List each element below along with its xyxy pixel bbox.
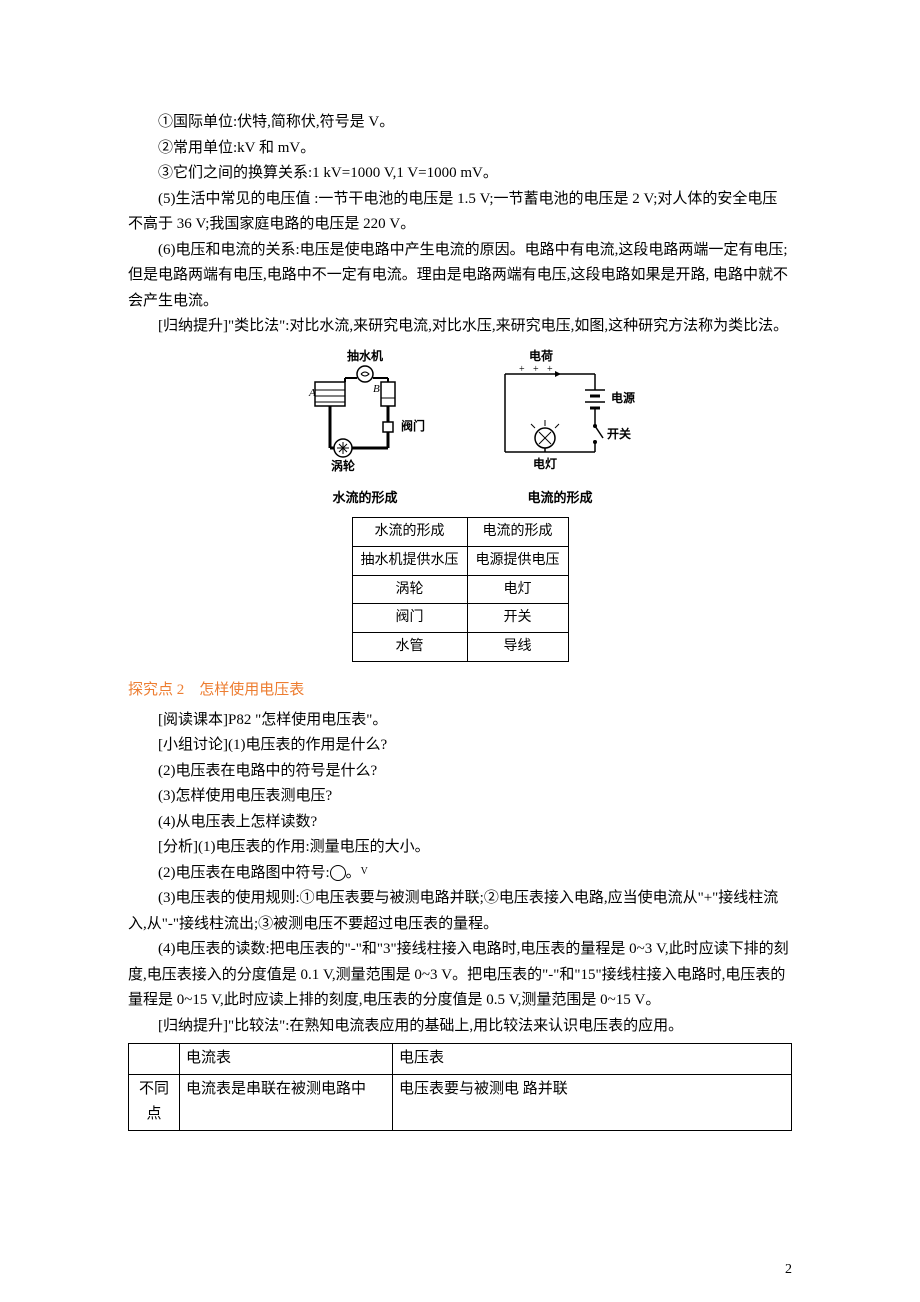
page-number: 2 — [785, 1258, 792, 1282]
table-row: 涡轮 电灯 — [352, 575, 568, 604]
text-unit-3: ③它们之间的换算关系:1 kV=1000 V,1 V=1000 mV。 — [128, 161, 792, 187]
svg-text:电源: 电源 — [611, 390, 635, 405]
cell: 抽水机提供水压 — [352, 546, 467, 575]
text-discuss-1: [小组讨论](1)电压表的作用是什么? — [128, 733, 792, 759]
water-flow-diagram: 抽水机 A B — [285, 348, 445, 510]
analogy-table: 水流的形成 电流的形成 抽水机提供水压 电源提供电压 涡轮 电灯 阀门 开关 水… — [352, 517, 569, 662]
svg-text:开关: 开关 — [607, 426, 631, 441]
svg-text:电灯: 电灯 — [533, 456, 557, 471]
svg-text:涡轮: 涡轮 — [331, 458, 356, 473]
table-row: 阀门 开关 — [352, 604, 568, 633]
svg-text:A: A — [308, 387, 316, 399]
cell: 开关 — [467, 604, 568, 633]
text-analysis-2: (2)电压表在电路图中符号:V。 — [128, 861, 792, 887]
text-item-5: (5)生活中常见的电压值 :一节干电池的电压是 1.5 V;一节蓄电池的电压是 … — [128, 187, 792, 238]
text-discuss-3: (3)怎样使用电压表测电压? — [128, 784, 792, 810]
table-row: 不同点 电流表是串联在被测电路中 电压表要与被测电 路并联 — [129, 1074, 792, 1130]
cell: 电流表 — [180, 1044, 393, 1075]
svg-text:+: + — [519, 364, 525, 375]
compare-table: 电流表 电压表 不同点 电流表是串联在被测电路中 电压表要与被测电 路并联 — [128, 1043, 792, 1131]
symbol-prefix: (2)电压表在电路图中符号: — [158, 865, 330, 881]
cell: 电压表要与被测电 路并联 — [393, 1074, 792, 1130]
table-row: 电流表 电压表 — [129, 1044, 792, 1075]
cell: 水管 — [352, 633, 467, 662]
cell — [129, 1044, 180, 1075]
cell: 阀门 — [352, 604, 467, 633]
text-unit-2: ②常用单位:kV 和 mV。 — [128, 136, 792, 162]
text-discuss-2: (2)电压表在电路中的符号是什么? — [128, 759, 792, 785]
text-unit-1: ①国际单位:伏特,简称伏,符号是 V。 — [128, 110, 792, 136]
water-caption: 水流的形成 — [285, 487, 445, 509]
cell: 电流的形成 — [467, 518, 568, 547]
svg-text:+: + — [547, 364, 553, 375]
symbol-suffix: 。 — [346, 865, 361, 881]
text-discuss-4: (4)从电压表上怎样读数? — [128, 810, 792, 836]
heading-section-2: 探究点 2 怎样使用电压表 — [128, 678, 792, 704]
cell: 电流表是串联在被测电路中 — [180, 1074, 393, 1130]
svg-text:+: + — [533, 364, 539, 375]
text-analysis-1: [分析](1)电压表的作用:测量电压的大小。 — [128, 835, 792, 861]
analogy-diagram: 抽水机 A B — [128, 348, 792, 510]
svg-text:B: B — [373, 383, 380, 395]
svg-text:阀门: 阀门 — [401, 418, 425, 433]
table-row: 水管 导线 — [352, 633, 568, 662]
text-summary-compare: [归纳提升]"比较法":在熟知电流表应用的基础上,用比较法来认识电压表的应用。 — [128, 1014, 792, 1040]
voltmeter-symbol-icon: V — [330, 865, 346, 881]
cell: 涡轮 — [352, 575, 467, 604]
table-row: 抽水机提供水压 电源提供电压 — [352, 546, 568, 575]
text-rules: (3)电压表的使用规则:①电压表要与被测电路并联;②电压表接入电路,应当使电流从… — [128, 886, 792, 937]
cell: 导线 — [467, 633, 568, 662]
electric-circuit-diagram: 电荷 + + + 电源 开关 — [485, 348, 635, 510]
text-read: [阅读课本]P82 "怎样使用电压表"。 — [128, 708, 792, 734]
text-item-6: (6)电压和电流的关系:电压是使电路中产生电流的原因。电路中有电流,这段电路两端… — [128, 238, 792, 315]
cell: 电压表 — [393, 1044, 792, 1075]
text-summary-analogy: [归纳提升]"类比法":对比水流,来研究电流,对比水压,来研究电压,如图,这种研… — [128, 314, 792, 340]
pump-label: 抽水机 — [347, 348, 383, 363]
cell: 电灯 — [467, 575, 568, 604]
table-row: 水流的形成 电流的形成 — [352, 518, 568, 547]
cell: 电源提供电压 — [467, 546, 568, 575]
svg-text:电荷: 电荷 — [529, 348, 553, 363]
text-reading: (4)电压表的读数:把电压表的"-"和"3"接线柱接入电路时,电压表的量程是 0… — [128, 937, 792, 1014]
cell: 水流的形成 — [352, 518, 467, 547]
cell: 不同点 — [129, 1074, 180, 1130]
circuit-caption: 电流的形成 — [485, 487, 635, 509]
